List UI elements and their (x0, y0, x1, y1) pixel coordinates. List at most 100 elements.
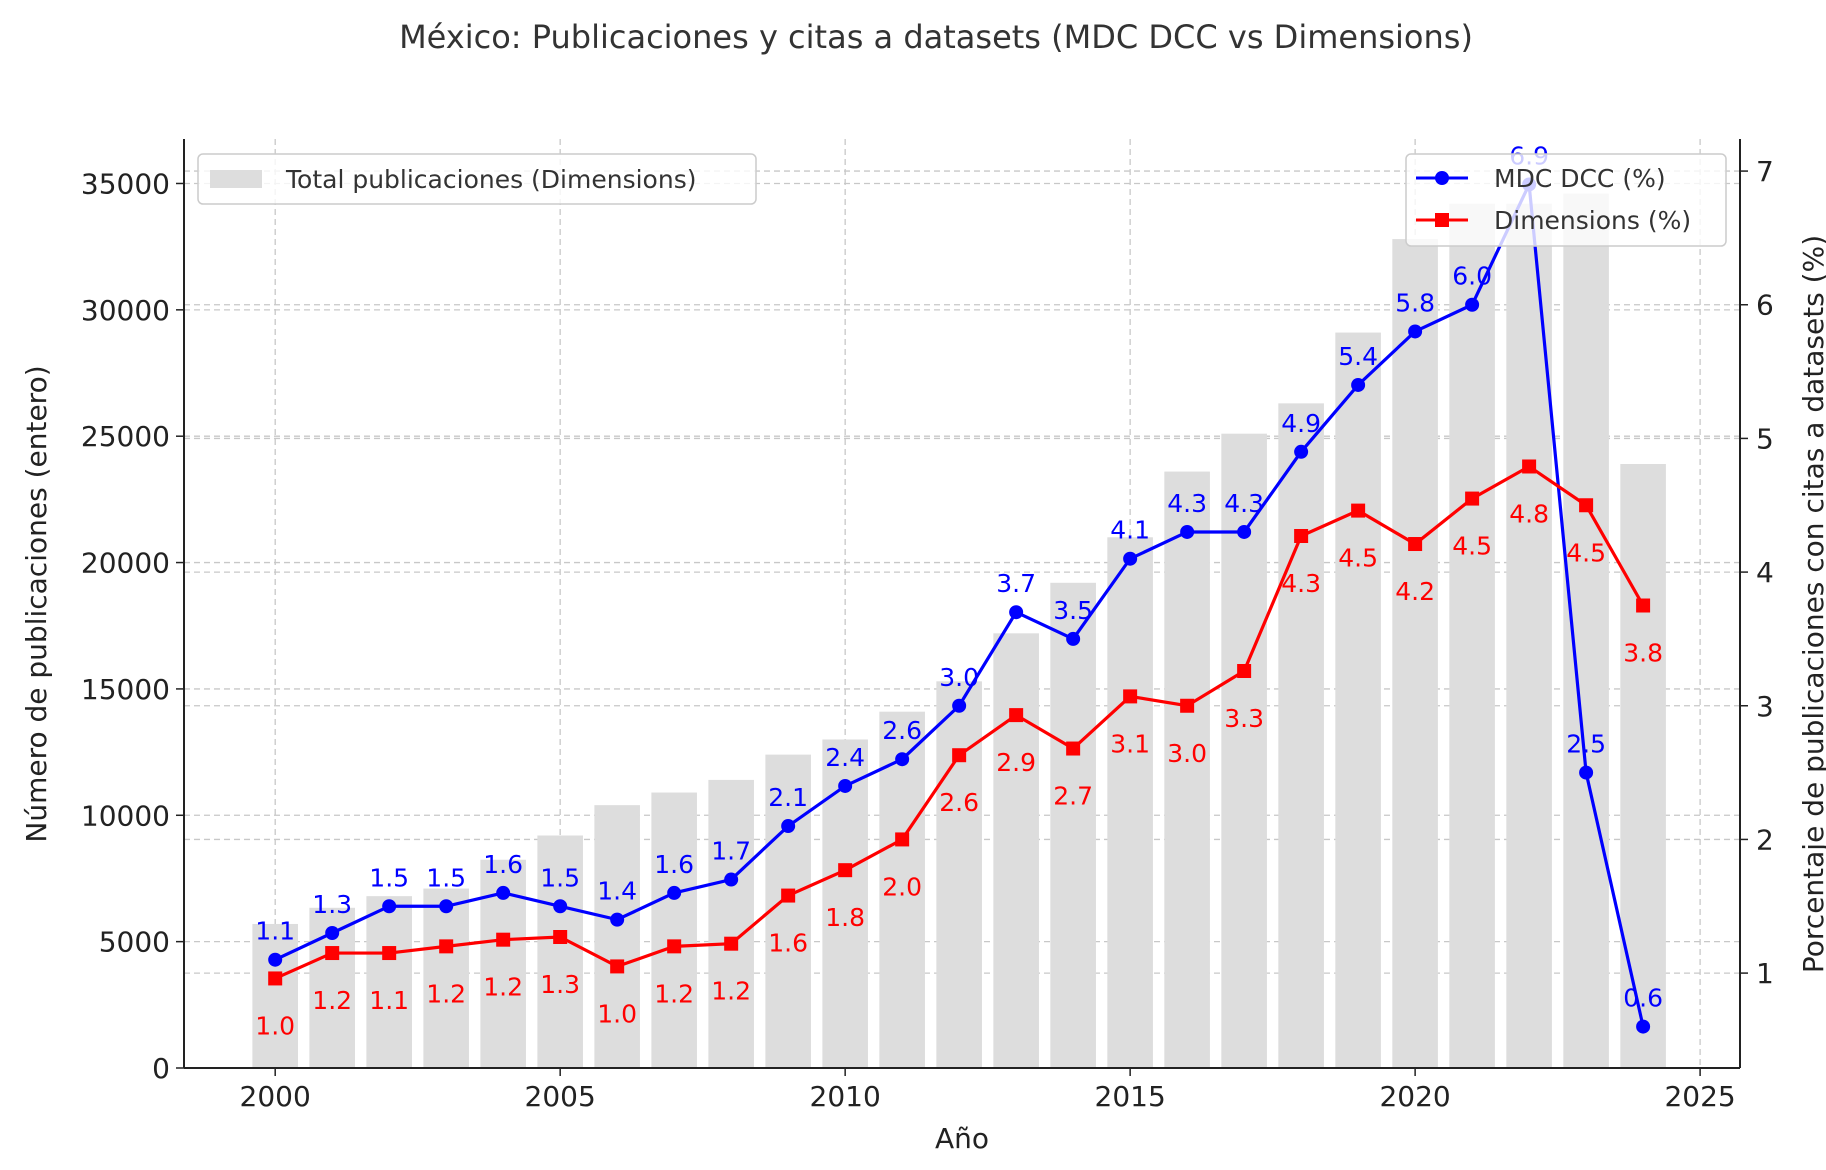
point-mdc-2011 (895, 752, 910, 767)
data-label: 1.2 (312, 986, 352, 1015)
point-dimensions-2016 (1180, 698, 1195, 713)
bar-2009 (765, 754, 811, 1068)
point-dimensions-2021 (1465, 491, 1480, 506)
data-label: 1.5 (369, 863, 409, 892)
data-label: 1.5 (426, 863, 466, 892)
bar-2013 (993, 633, 1039, 1068)
point-dimensions-2011 (895, 832, 910, 847)
point-dimensions-2018 (1294, 528, 1309, 543)
legend-bars-frame (197, 153, 757, 205)
legend-mdc-marker (1435, 171, 1449, 185)
x-tick-label: 2010 (810, 1080, 881, 1113)
axes: 2000 2005 2010 2015 2020 2025 0 5000 10000 15000 2… (81, 139, 1774, 1113)
point-mdc-2024 (1636, 1019, 1651, 1034)
y-tick-left-label: 20000 (81, 547, 170, 580)
x-tick-label: 2005 (525, 1080, 596, 1113)
bar-2002 (366, 896, 412, 1068)
bar-2003 (423, 888, 469, 1068)
bar-2024 (1620, 463, 1666, 1068)
y-axis-left-label: Número de publicaciones (entero) (20, 365, 53, 842)
y-tick-left-label: 25000 (81, 420, 170, 453)
data-label: 2.6 (882, 716, 922, 745)
point-mdc-2010 (838, 778, 853, 793)
data-label: 3.1 (1110, 729, 1150, 758)
bar-2012 (936, 681, 982, 1068)
x-tick-label: 2020 (1379, 1080, 1450, 1113)
y-tick-left-label: 15000 (81, 673, 170, 706)
y-tick-left-label: 0 (152, 1052, 170, 1085)
bar-2005 (537, 835, 583, 1068)
data-label: 2.1 (768, 783, 808, 812)
legend-bars-swatch (210, 170, 262, 188)
point-dimensions-2004 (496, 932, 511, 947)
data-label: 5.4 (1338, 342, 1378, 371)
point-dimensions-2022 (1522, 459, 1537, 474)
data-label: 4.9 (1281, 409, 1321, 438)
point-mdc-2020 (1408, 324, 1423, 339)
point-mdc-2004 (496, 885, 511, 900)
legend-lines-frame (1405, 153, 1727, 247)
point-dimensions-2017 (1237, 664, 1252, 679)
bar-2008 (708, 779, 754, 1068)
point-mdc-2007 (667, 885, 682, 900)
chart-title: México: Publicaciones y citas a datasets… (399, 18, 1473, 56)
data-label: 1.3 (540, 970, 580, 999)
legend-dimensions-label: Dimensions (%) (1494, 206, 1691, 235)
point-dimensions-2005 (553, 930, 568, 945)
data-label: 2.5 (1566, 730, 1606, 759)
y-tick-right-label: 1 (1756, 957, 1774, 990)
point-dimensions-2015 (1123, 689, 1138, 704)
point-mdc-2001 (325, 925, 340, 940)
data-label: 1.0 (255, 1011, 295, 1040)
point-dimensions-2019 (1351, 503, 1366, 518)
bar-2019 (1335, 332, 1381, 1068)
point-mdc-2008 (724, 872, 739, 887)
y-tick-left-label: 30000 (81, 294, 170, 327)
data-label: 4.8 (1509, 499, 1549, 528)
point-mdc-2016 (1180, 524, 1195, 539)
point-mdc-2018 (1294, 444, 1309, 459)
bar-2020 (1392, 239, 1438, 1068)
point-mdc-2002 (382, 899, 397, 914)
point-dimensions-2013 (1009, 708, 1024, 723)
y-tick-left-label: 5000 (99, 926, 170, 959)
data-label: 4.3 (1281, 569, 1321, 598)
point-dimensions-2003 (439, 939, 454, 954)
point-mdc-2017 (1237, 524, 1252, 539)
point-mdc-2012 (952, 698, 967, 713)
data-label: 4.5 (1452, 532, 1492, 561)
bar-2010 (822, 739, 868, 1068)
legend-mdc-label: MDC DCC (%) (1494, 164, 1666, 193)
y-tick-right-label: 7 (1756, 155, 1774, 188)
data-label: 1.3 (312, 890, 352, 919)
x-tick-label: 2015 (1095, 1080, 1166, 1113)
data-label: 3.8 (1623, 639, 1663, 668)
data-label: 2.4 (825, 743, 865, 772)
point-dimensions-2024 (1636, 598, 1651, 613)
bar-2017 (1221, 433, 1267, 1068)
data-label: 4.3 (1224, 489, 1264, 518)
point-dimensions-2002 (382, 946, 397, 961)
data-label: 0.6 (1623, 984, 1663, 1013)
data-label: 3.5 (1053, 596, 1093, 625)
point-dimensions-2012 (952, 748, 967, 763)
data-label: 4.3 (1167, 489, 1207, 518)
bar-2007 (651, 792, 697, 1068)
data-label: 4.5 (1338, 544, 1378, 573)
data-label: 1.5 (540, 863, 580, 892)
data-label: 5.8 (1395, 288, 1435, 317)
bar-2014 (1050, 582, 1096, 1068)
data-label: 2.9 (996, 748, 1036, 777)
data-label: 3.0 (1167, 739, 1207, 768)
data-label: 1.7 (711, 837, 751, 866)
point-mdc-2003 (439, 899, 454, 914)
data-label: 1.6 (654, 850, 694, 879)
y-tick-left-label: 35000 (81, 167, 170, 200)
point-mdc-2005 (553, 899, 568, 914)
y-tick-right-label: 2 (1756, 823, 1774, 856)
bar-2023 (1563, 193, 1609, 1069)
data-label: 2.7 (1053, 782, 1093, 811)
bar-2018 (1278, 403, 1324, 1069)
